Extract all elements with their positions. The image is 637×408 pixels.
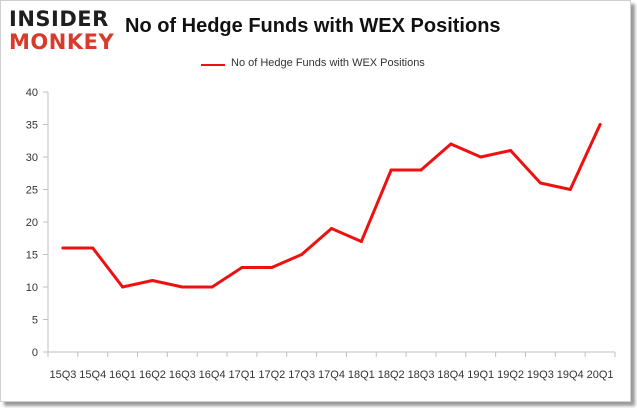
data-point — [598, 123, 602, 126]
legend-swatch — [201, 64, 225, 66]
data-point — [61, 246, 65, 250]
insider-monkey-logo: INSIDER MONKEY — [9, 7, 119, 57]
x-tick-label: 16Q3 — [169, 369, 196, 381]
logo-line-monkey: MONKEY — [9, 30, 115, 54]
x-tick-label: 15Q3 — [49, 369, 76, 381]
data-point — [330, 227, 333, 230]
x-tick-label: 17Q2 — [258, 369, 285, 381]
x-tick-label: 18Q1 — [348, 369, 375, 381]
data-point — [210, 285, 214, 289]
data-point — [359, 240, 363, 243]
x-tick-label: 19Q3 — [527, 369, 554, 381]
chart-title: No of Hedge Funds with WEX Positions — [125, 15, 501, 37]
y-tick-label: 5 — [32, 315, 38, 327]
y-tick-label: 15 — [26, 250, 38, 262]
line-chart: 0 5 10 15 20 25 30 35 40 15Q3 15Q4 16Q1 16Q2 16Q3 16Q4… — [26, 87, 616, 381]
data-point — [121, 285, 125, 289]
x-tick-label: 18Q3 — [408, 369, 435, 381]
y-tick-label: 35 — [26, 120, 38, 132]
data-point — [389, 168, 393, 172]
data-point — [240, 266, 244, 269]
data-point — [91, 246, 95, 250]
x-tick-label: 16Q2 — [139, 369, 166, 381]
data-point — [150, 279, 154, 282]
series-line — [61, 123, 602, 289]
y-tick-label: 20 — [26, 217, 38, 229]
y-tick-label: 10 — [26, 282, 38, 294]
x-tick-label: 19Q2 — [497, 369, 524, 381]
x-tick-label: 18Q2 — [378, 369, 405, 381]
data-point — [180, 285, 184, 289]
x-tick-label: 17Q4 — [318, 369, 345, 381]
x-tick-label: 17Q1 — [229, 369, 256, 381]
data-point — [419, 168, 423, 172]
data-point — [300, 253, 304, 256]
data-point — [270, 266, 274, 269]
x-tick-label: 17Q3 — [288, 369, 315, 381]
data-point — [479, 155, 483, 159]
x-tick-label: 16Q1 — [109, 369, 136, 381]
y-tick-label: 40 — [26, 87, 38, 99]
chart-frame: INSIDER MONKEY No of Hedge Funds with WE… — [0, 0, 631, 402]
logo-line-insider: INSIDER — [9, 7, 109, 31]
legend-label: No of Hedge Funds with WEX Positions — [231, 57, 425, 69]
x-tick-label: 19Q4 — [557, 369, 584, 381]
data-point — [568, 188, 572, 191]
y-tick-label: 25 — [26, 185, 38, 197]
data-point — [449, 142, 453, 146]
x-tick-label: 20Q1 — [587, 369, 614, 381]
x-tick-label: 19Q1 — [467, 369, 494, 381]
x-tick-label: 15Q4 — [79, 369, 106, 381]
x-tick-label: 18Q4 — [437, 369, 464, 381]
x-tick-label: 16Q4 — [199, 369, 226, 381]
data-point — [509, 149, 513, 152]
y-tick-label: 0 — [32, 347, 38, 359]
data-point — [538, 181, 542, 185]
y-tick-label: 30 — [26, 152, 38, 164]
